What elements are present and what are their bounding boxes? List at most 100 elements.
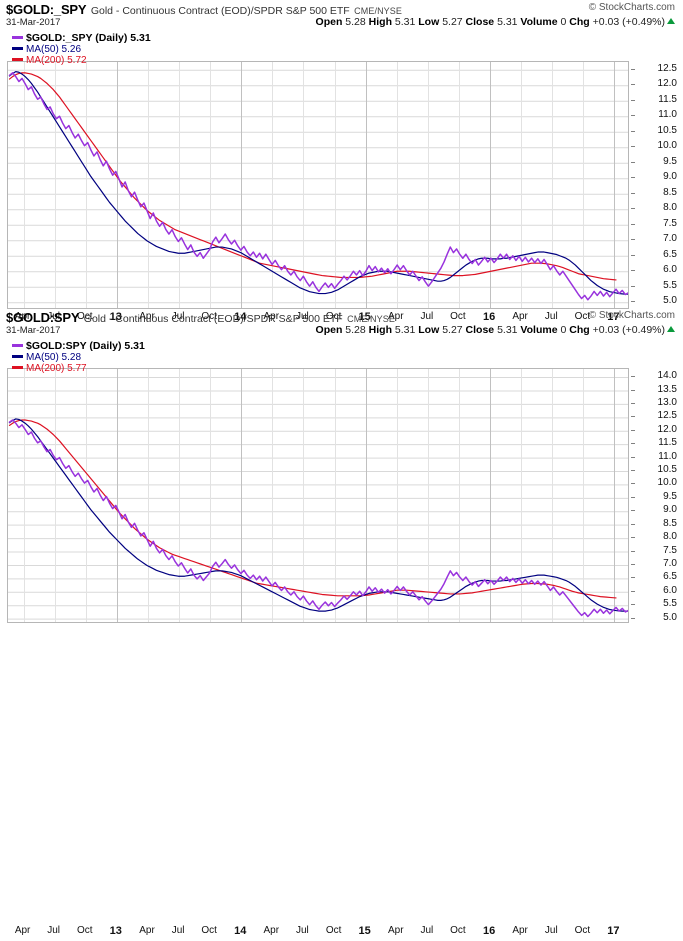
- close-value: 5.31: [497, 16, 518, 28]
- low-label: Low: [418, 16, 440, 28]
- y-axis-tick: [631, 429, 635, 431]
- y-axis-label: 5.0: [663, 295, 677, 307]
- volume-value: 0: [560, 16, 567, 28]
- quote-date: 31-Mar-2017: [6, 325, 61, 336]
- y-axis-label: 12.0: [657, 423, 677, 435]
- y-axis-label: 12.0: [657, 78, 677, 90]
- symbol-title: $GOLD:SPY: [6, 310, 80, 325]
- open-label: Open: [315, 16, 343, 28]
- x-axis-label: Jul: [420, 311, 434, 322]
- y-axis-label: 12.5: [657, 62, 677, 74]
- y-axis-tick: [631, 130, 635, 132]
- x-axis-label: Jul: [544, 925, 558, 936]
- x-axis-label: 17: [607, 925, 620, 937]
- legend-row-ma200: MA(200) 5.77: [12, 363, 145, 374]
- ma50-swatch-icon: [12, 47, 23, 50]
- y-axis-tick: [631, 270, 635, 272]
- y-axis-tick: [631, 285, 635, 287]
- y-axis-tick: [631, 537, 635, 539]
- y-axis-label: 7.0: [663, 557, 677, 569]
- y-axis-label: 9.5: [663, 155, 677, 167]
- x-axis-label: Apr: [263, 311, 280, 322]
- y-axis-label: 8.5: [663, 186, 677, 198]
- open-label: Open: [315, 324, 343, 336]
- y-axis-tick: [631, 496, 635, 498]
- plot-canvas: [7, 368, 629, 623]
- x-axis-label: 15: [358, 925, 371, 937]
- legend-label-ma50: MA(50) 5.26: [26, 44, 82, 55]
- chg-label: Chg: [569, 324, 590, 336]
- chg-value: +0.03 (+0.49%): [592, 324, 665, 336]
- chart-header: $GOLD:_SPY Gold - Continuous Contract (E…: [0, 0, 683, 17]
- stockcharts-brand: © StockCharts.com: [588, 2, 675, 13]
- stockcharts-brand: © StockCharts.com: [588, 310, 675, 321]
- quote-date: 31-Mar-2017: [6, 17, 61, 28]
- volume-label: Volume: [520, 16, 558, 28]
- y-axis-label: 9.5: [663, 490, 677, 502]
- x-axis-label: Jul: [47, 311, 60, 322]
- x-axis-label: Apr: [14, 311, 31, 322]
- y-axis-tick: [631, 402, 635, 404]
- open-value: 5.28: [345, 324, 366, 336]
- y-axis-label: 6.5: [663, 571, 677, 583]
- x-axis-label: Jul: [420, 925, 434, 936]
- x-axis-label: 14: [234, 311, 247, 323]
- series-legend: $GOLD:SPY (Daily) 5.31 MA(50) 5.28 MA(20…: [12, 341, 145, 374]
- y-axis-tick: [631, 590, 635, 592]
- y-axis-labels: 12.5 12.0 11.5 11.0 10.5 10.0 9.5 9.0 8.5 8.0 7.5 7…: [631, 61, 683, 309]
- x-axis-label: 13: [109, 925, 122, 937]
- y-axis-tick: [631, 563, 635, 565]
- high-label: High: [368, 16, 392, 28]
- x-axis-label: Jul: [47, 925, 60, 936]
- y-axis-label: 10.5: [657, 464, 677, 475]
- chg-label: Chg: [569, 16, 590, 28]
- legend-label-ma50: MA(50) 5.28: [26, 352, 82, 363]
- x-axis-label: Oct: [77, 925, 93, 936]
- legend-row-price: $GOLD:_SPY (Daily) 5.31: [12, 33, 151, 44]
- y-axis-tick: [631, 68, 635, 70]
- y-axis-label: 7.5: [663, 217, 677, 229]
- y-axis-tick: [631, 161, 635, 163]
- x-axis-label: Apr: [139, 925, 155, 936]
- legend-label-ma200: MA(200) 5.77: [26, 363, 87, 374]
- y-axis-label: 11.0: [658, 109, 677, 121]
- x-axis-label: Oct: [450, 311, 466, 322]
- high-value: 5.31: [394, 16, 416, 28]
- y-axis-label: 7.0: [663, 233, 677, 245]
- y-axis-label: 8.0: [663, 202, 677, 214]
- price-swatch-icon: [12, 344, 23, 347]
- x-axis-label: 17: [607, 311, 620, 323]
- legend-row-ma50: MA(50) 5.28: [12, 352, 145, 363]
- y-axis-label: 5.5: [663, 279, 677, 291]
- x-axis-label: Oct: [201, 311, 217, 322]
- y-axis-tick: [631, 239, 635, 241]
- chart-header: $GOLD:SPY Gold - Continuous Contract (EO…: [0, 308, 683, 325]
- y-axis-tick: [631, 510, 635, 512]
- legend-row-ma50: MA(50) 5.26: [12, 44, 151, 55]
- y-axis-tick: [631, 470, 635, 471]
- y-axis-tick: [631, 550, 635, 552]
- y-axis-tick: [631, 192, 635, 194]
- quote-bar: 31-Mar-2017 Open 5.28 High 5.31 Low 5.27…: [0, 16, 683, 30]
- x-axis-labels: Apr Jul Oct 13 Apr Jul Oct 14 Apr Jul Oct 15 Apr Jul O…: [0, 311, 683, 327]
- volume-value: 0: [560, 324, 567, 336]
- x-axis-label: Oct: [325, 925, 342, 936]
- volume-label: Volume: [520, 324, 558, 336]
- x-axis-label: 16: [482, 311, 496, 323]
- y-axis-label: 10.0: [657, 477, 677, 489]
- y-axis-tick: [631, 301, 635, 303]
- x-axis-label: Apr: [512, 311, 528, 322]
- y-axis-label: 13.0: [657, 396, 677, 408]
- x-axis-labels: Apr Jul Oct 13 Apr Jul Oct 14 Apr Jul Oct 15 Apr Jul O…: [0, 925, 683, 941]
- ma200-swatch-icon: [12, 366, 23, 369]
- low-value: 5.27: [442, 324, 463, 336]
- y-axis-tick: [631, 254, 635, 256]
- y-axis-label: 11.5: [658, 437, 677, 449]
- quote-stats: Open 5.28 High 5.31 Low 5.27 Close 5.31 …: [316, 16, 675, 28]
- y-axis-label: 11.5: [658, 93, 677, 105]
- x-axis-label: Apr: [388, 311, 404, 322]
- y-axis-tick: [631, 146, 635, 148]
- x-axis-label: Jul: [295, 925, 309, 936]
- open-value: 5.28: [345, 16, 366, 28]
- x-axis-label: Apr: [139, 311, 155, 322]
